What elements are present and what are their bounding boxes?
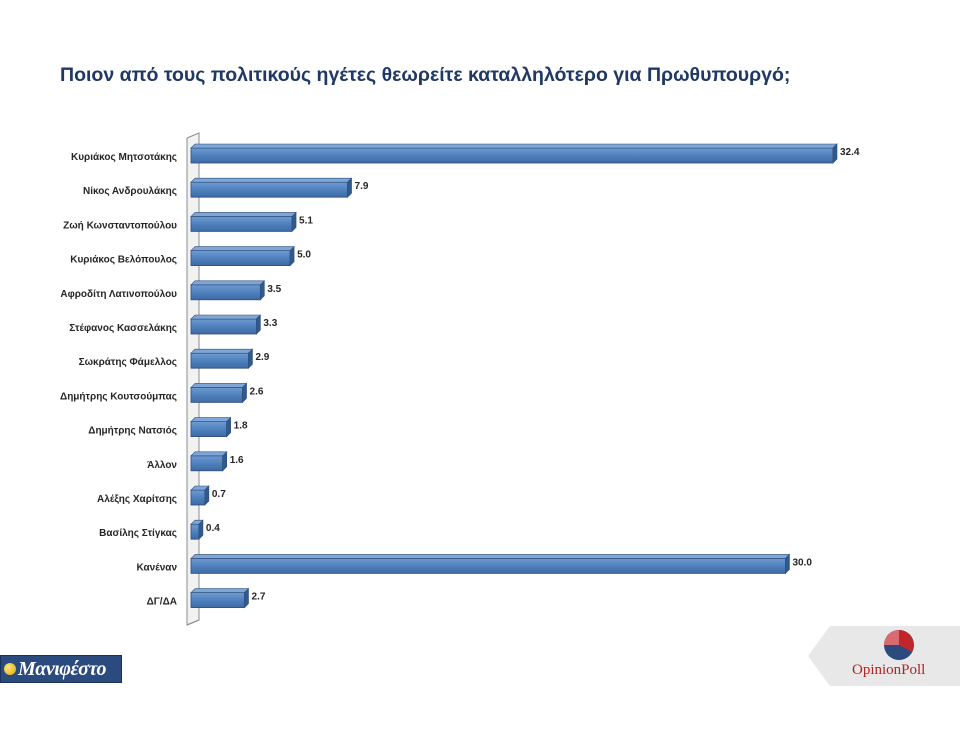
value-label-10: 1.6 — [230, 455, 244, 466]
category-label-8: Δημήτρης Κουτσούμπας — [60, 391, 177, 402]
value-label-8: 2.6 — [250, 386, 264, 397]
value-label-4: 5.0 — [297, 250, 311, 261]
opinionpoll-logo-text: OpinionPoll — [852, 662, 926, 678]
bar-9 — [190, 416, 232, 438]
bar-5 — [190, 280, 266, 301]
category-label-4: Κυριάκος Βελόπουλος — [70, 255, 177, 266]
bar-6 — [190, 314, 262, 335]
value-label-14: 2.7 — [252, 592, 266, 603]
bar-3 — [190, 211, 297, 233]
manifesto-logo-text: Μανιφέστο — [18, 658, 107, 680]
category-label-9: Δημήτρης Νατσιός — [88, 426, 177, 437]
chart-title: Ποιον από τους πολιτικούς ηγέτες θεωρείτ… — [60, 64, 791, 86]
value-label-6: 3.3 — [263, 318, 277, 329]
logo-dot-icon — [4, 663, 16, 675]
category-label-12: Βασίλης Στίγκας — [99, 528, 177, 539]
value-label-1: 32.4 — [840, 147, 860, 158]
opinionpoll-logo: OpinionPoll — [808, 626, 960, 686]
value-label-9: 1.8 — [234, 421, 248, 432]
category-label-13: Κανέναν — [137, 562, 178, 573]
category-label-14: ΔΓ/ΔΑ — [147, 597, 177, 608]
value-label-3: 5.1 — [299, 215, 313, 226]
value-label-13: 30.0 — [792, 557, 812, 568]
category-label-5: Αφροδίτη Λατινοπούλου — [60, 289, 177, 300]
value-label-2: 7.9 — [355, 181, 369, 192]
category-label-2: Νίκος Ανδρουλάκης — [83, 186, 177, 197]
category-label-1: Κυριάκος Μητσοτάκης — [71, 152, 177, 163]
value-label-12: 0.4 — [206, 523, 220, 534]
bar-13 — [190, 553, 791, 575]
category-label-11: Αλέξης Χαρίτσης — [97, 494, 177, 505]
bar-7 — [190, 348, 254, 369]
category-label-3: Ζωή Κωνσταντοπούλου — [63, 220, 177, 231]
opinionpoll-emblem — [808, 626, 960, 686]
bar-14 — [190, 587, 250, 609]
chart-axis — [186, 132, 200, 626]
manifesto-logo: Μανιφέστο — [0, 655, 122, 683]
category-label-10: Άλλον — [147, 460, 177, 471]
bar-2 — [190, 177, 353, 198]
value-label-5: 3.5 — [267, 284, 281, 295]
bar-12 — [190, 519, 204, 540]
category-label-6: Στέφανος Κασσελάκης — [69, 323, 177, 334]
value-label-11: 0.7 — [212, 489, 226, 500]
bar-8 — [190, 382, 248, 404]
value-label-7: 2.9 — [255, 352, 269, 363]
bar-4 — [190, 245, 295, 267]
category-label-7: Σωκράτης Φάμελλος — [79, 357, 177, 368]
bar-1 — [190, 143, 838, 164]
bar-11 — [190, 485, 210, 506]
bar-10 — [190, 451, 228, 472]
